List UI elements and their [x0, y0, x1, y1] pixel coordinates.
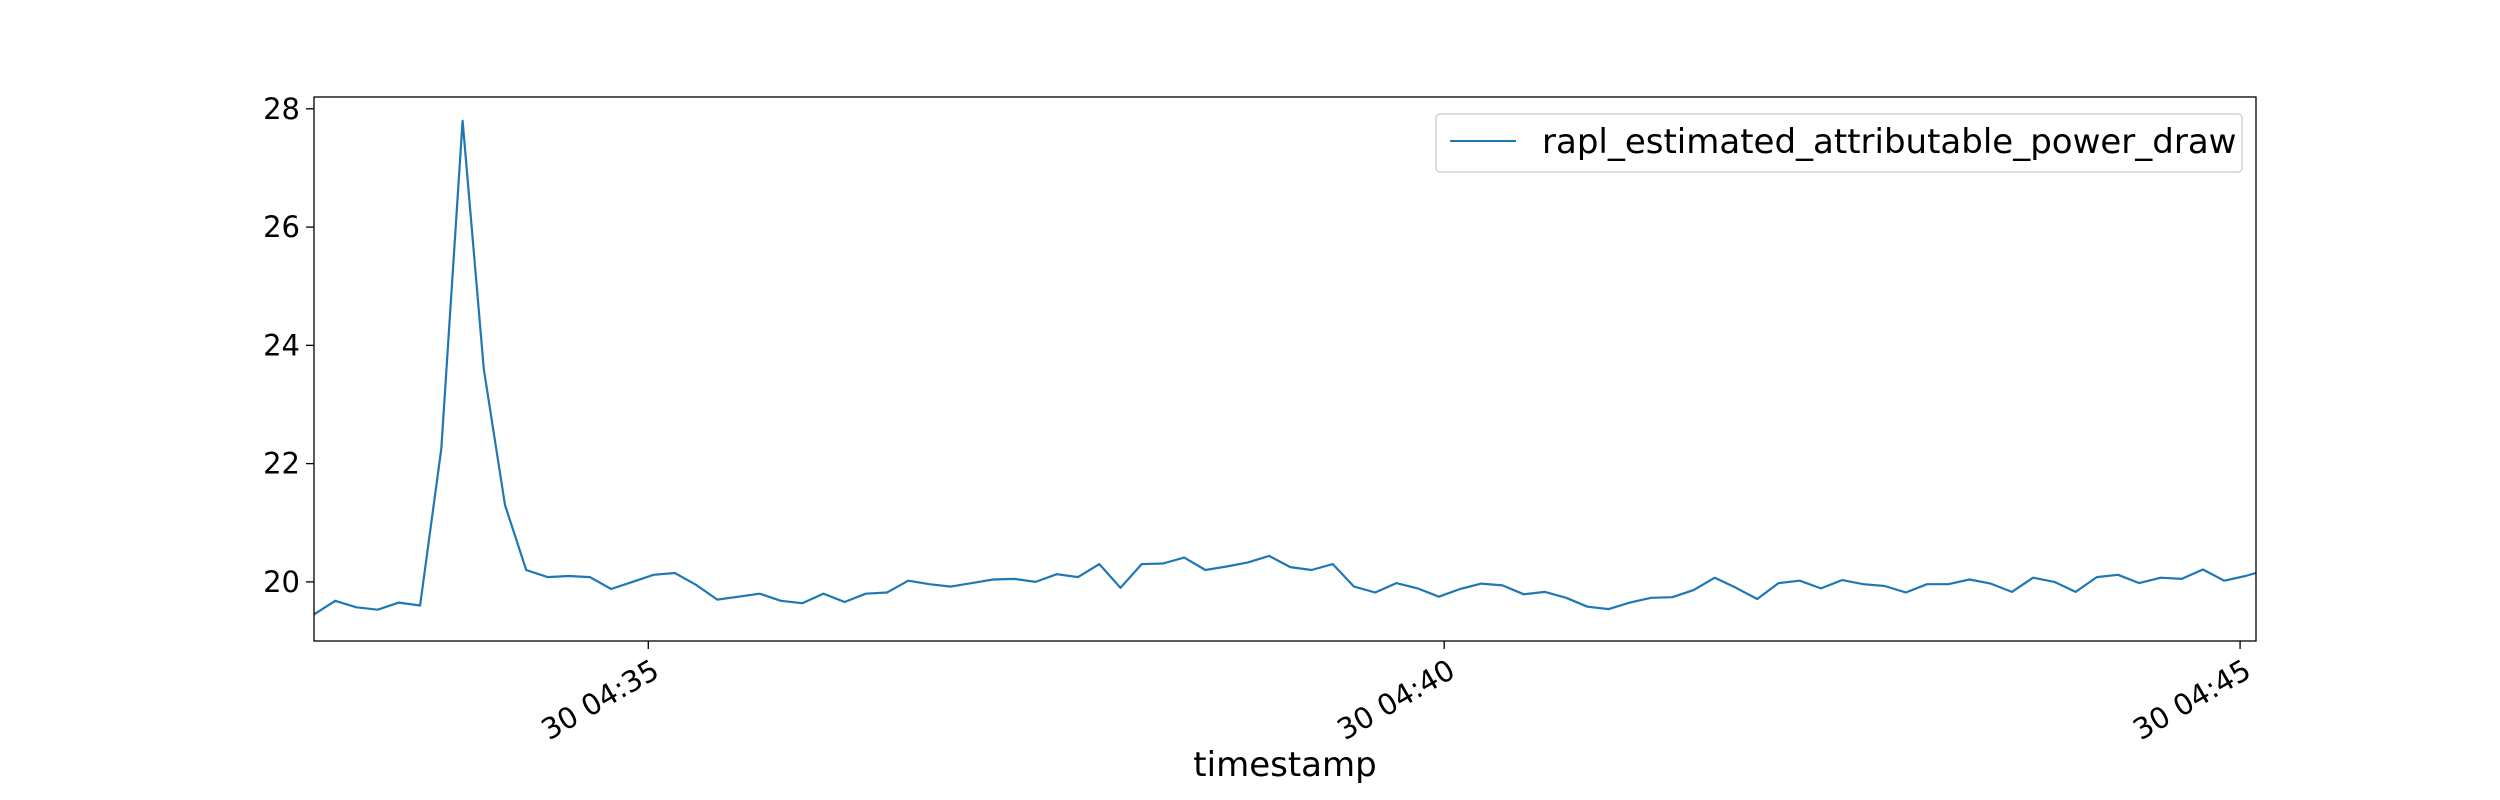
plot-layer [313, 119, 2257, 616]
y-tick-label: 26 [263, 210, 300, 244]
x-axis-title: timestamp [1193, 745, 1376, 785]
y-tick-label: 22 [263, 447, 300, 481]
series-line-0 [313, 119, 2257, 616]
axes-frame [313, 96, 2257, 642]
legend-box [1435, 113, 2243, 173]
legend-series-label: rapl_estimated_attributable_power_draw [1542, 122, 2237, 162]
y-tick-label: 24 [263, 328, 300, 362]
y-tick-label: 20 [263, 565, 300, 599]
y-tick-label: 28 [263, 92, 300, 126]
legend: rapl_estimated_attributable_power_draw [1435, 113, 2243, 173]
y-axis: 20 22 24 26 28 [263, 92, 314, 599]
